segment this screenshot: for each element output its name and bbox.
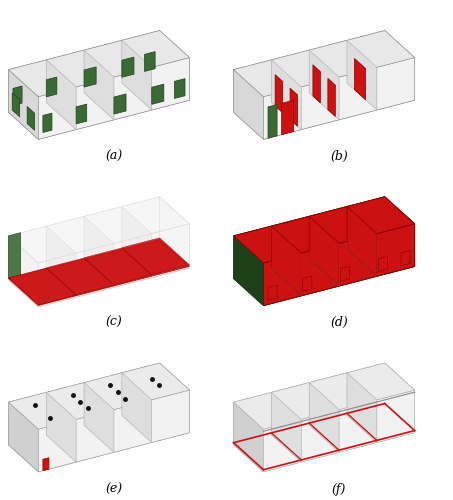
Polygon shape [313,65,320,103]
Polygon shape [39,390,189,472]
Polygon shape [354,58,366,100]
Text: (e): (e) [106,482,122,496]
Polygon shape [122,373,152,442]
Polygon shape [13,86,22,106]
Polygon shape [43,458,49,470]
Polygon shape [234,236,264,306]
Polygon shape [9,197,159,278]
Polygon shape [401,250,410,266]
Polygon shape [159,363,189,432]
Polygon shape [234,197,414,263]
Polygon shape [385,197,414,266]
Polygon shape [46,226,76,296]
Polygon shape [122,238,189,275]
Polygon shape [271,226,301,296]
Polygon shape [9,363,189,429]
Polygon shape [46,392,76,462]
Polygon shape [234,73,414,140]
Polygon shape [234,240,414,306]
Polygon shape [378,256,387,272]
Polygon shape [234,402,264,472]
Polygon shape [84,382,114,452]
Polygon shape [9,70,39,140]
Polygon shape [234,197,385,278]
Polygon shape [27,106,34,130]
Polygon shape [385,30,414,100]
Polygon shape [9,236,39,306]
Text: (f): (f) [332,482,346,496]
Polygon shape [268,104,277,138]
Polygon shape [84,248,152,285]
Text: (d): (d) [330,316,348,330]
Polygon shape [122,57,134,78]
Polygon shape [234,30,385,112]
Polygon shape [9,240,189,306]
Polygon shape [234,363,414,429]
Polygon shape [122,40,152,110]
Polygon shape [159,197,189,266]
Polygon shape [309,382,339,452]
Polygon shape [234,70,264,140]
Polygon shape [309,216,339,286]
Polygon shape [9,30,189,96]
Polygon shape [271,60,301,130]
Polygon shape [9,406,189,472]
Polygon shape [347,206,377,276]
Polygon shape [268,285,277,300]
Polygon shape [114,94,126,114]
Polygon shape [271,392,301,462]
Polygon shape [275,74,283,112]
Polygon shape [46,60,76,130]
Polygon shape [39,224,189,306]
Polygon shape [9,197,189,263]
Polygon shape [46,77,57,97]
Polygon shape [145,52,155,72]
Text: (b): (b) [330,150,348,163]
Polygon shape [347,40,377,110]
Polygon shape [9,73,189,140]
Polygon shape [159,30,189,100]
Polygon shape [9,233,20,278]
Polygon shape [234,406,414,472]
Polygon shape [282,100,294,134]
Polygon shape [76,104,87,124]
Text: (a): (a) [105,150,123,163]
Polygon shape [234,363,385,445]
Polygon shape [84,50,114,120]
Polygon shape [39,58,189,140]
Polygon shape [9,30,159,112]
Polygon shape [84,216,114,286]
Polygon shape [264,224,414,306]
Text: (c): (c) [106,316,122,330]
Polygon shape [12,93,19,117]
Polygon shape [234,30,414,96]
Polygon shape [264,224,414,306]
Polygon shape [385,363,414,432]
Polygon shape [9,268,76,305]
Polygon shape [309,50,339,120]
Polygon shape [9,363,159,445]
Polygon shape [303,276,312,291]
Polygon shape [9,402,39,472]
Polygon shape [347,373,377,442]
Polygon shape [264,390,414,472]
Polygon shape [347,206,377,276]
Polygon shape [290,88,298,126]
Polygon shape [264,58,414,140]
Polygon shape [152,84,164,104]
Polygon shape [271,226,301,296]
Polygon shape [9,241,189,307]
Polygon shape [9,240,189,306]
Polygon shape [234,197,414,263]
Polygon shape [122,206,152,276]
Polygon shape [341,266,350,281]
Polygon shape [328,78,335,116]
Polygon shape [84,67,96,87]
Polygon shape [309,216,339,286]
Polygon shape [174,78,185,98]
Polygon shape [46,258,114,295]
Polygon shape [43,113,52,132]
